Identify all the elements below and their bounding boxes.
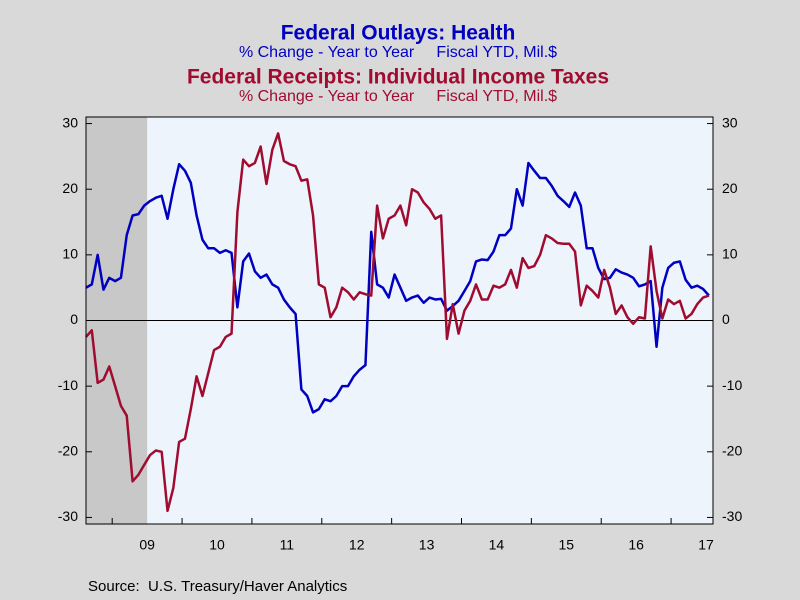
x-tick-label: 10 xyxy=(209,537,225,553)
source-note: Source: U.S. Treasury/Haver Analytics xyxy=(88,578,347,595)
series-line xyxy=(85,132,710,513)
x-tick-label: 11 xyxy=(280,537,295,553)
y2-tick-label: 10 xyxy=(722,246,738,262)
series-line xyxy=(85,161,710,414)
x-tick-label: 16 xyxy=(628,537,644,553)
y2-tick-label: 30 xyxy=(722,114,738,130)
chart-title: Federal Outlays: Health xyxy=(281,22,516,45)
x-tick-label: 14 xyxy=(489,537,505,553)
y2-tick-label: 0 xyxy=(722,311,730,327)
y-tick-label: -30 xyxy=(58,508,78,524)
y-tick-label: -10 xyxy=(58,377,78,393)
y2-tick-label: -10 xyxy=(722,377,742,393)
y-tick-label: -20 xyxy=(58,442,78,458)
y-tick-label: 30 xyxy=(62,114,78,130)
x-tick-label: 09 xyxy=(139,537,155,553)
chart-title-2: Federal Receipts: Individual Income Taxe… xyxy=(187,66,609,89)
x-tick-label: 17 xyxy=(698,537,714,553)
y-tick-label: 10 xyxy=(62,246,78,262)
x-tick-label: 15 xyxy=(559,537,575,553)
plot-frame xyxy=(85,116,714,525)
y2-tick-label: 20 xyxy=(722,180,738,196)
y2-tick-label: -20 xyxy=(722,442,742,458)
chart-subtitle: % Change - Year to Year Fiscal YTD, Mil.… xyxy=(239,44,557,61)
y2-tick-label: -30 xyxy=(722,508,742,524)
y-tick-label: 0 xyxy=(70,311,78,327)
x-tick-label: 12 xyxy=(349,537,365,553)
x-tick-label: 13 xyxy=(419,537,435,553)
chart-subtitle-2: % Change - Year to Year Fiscal YTD, Mil.… xyxy=(239,88,557,105)
y-tick-label: 20 xyxy=(62,180,78,196)
